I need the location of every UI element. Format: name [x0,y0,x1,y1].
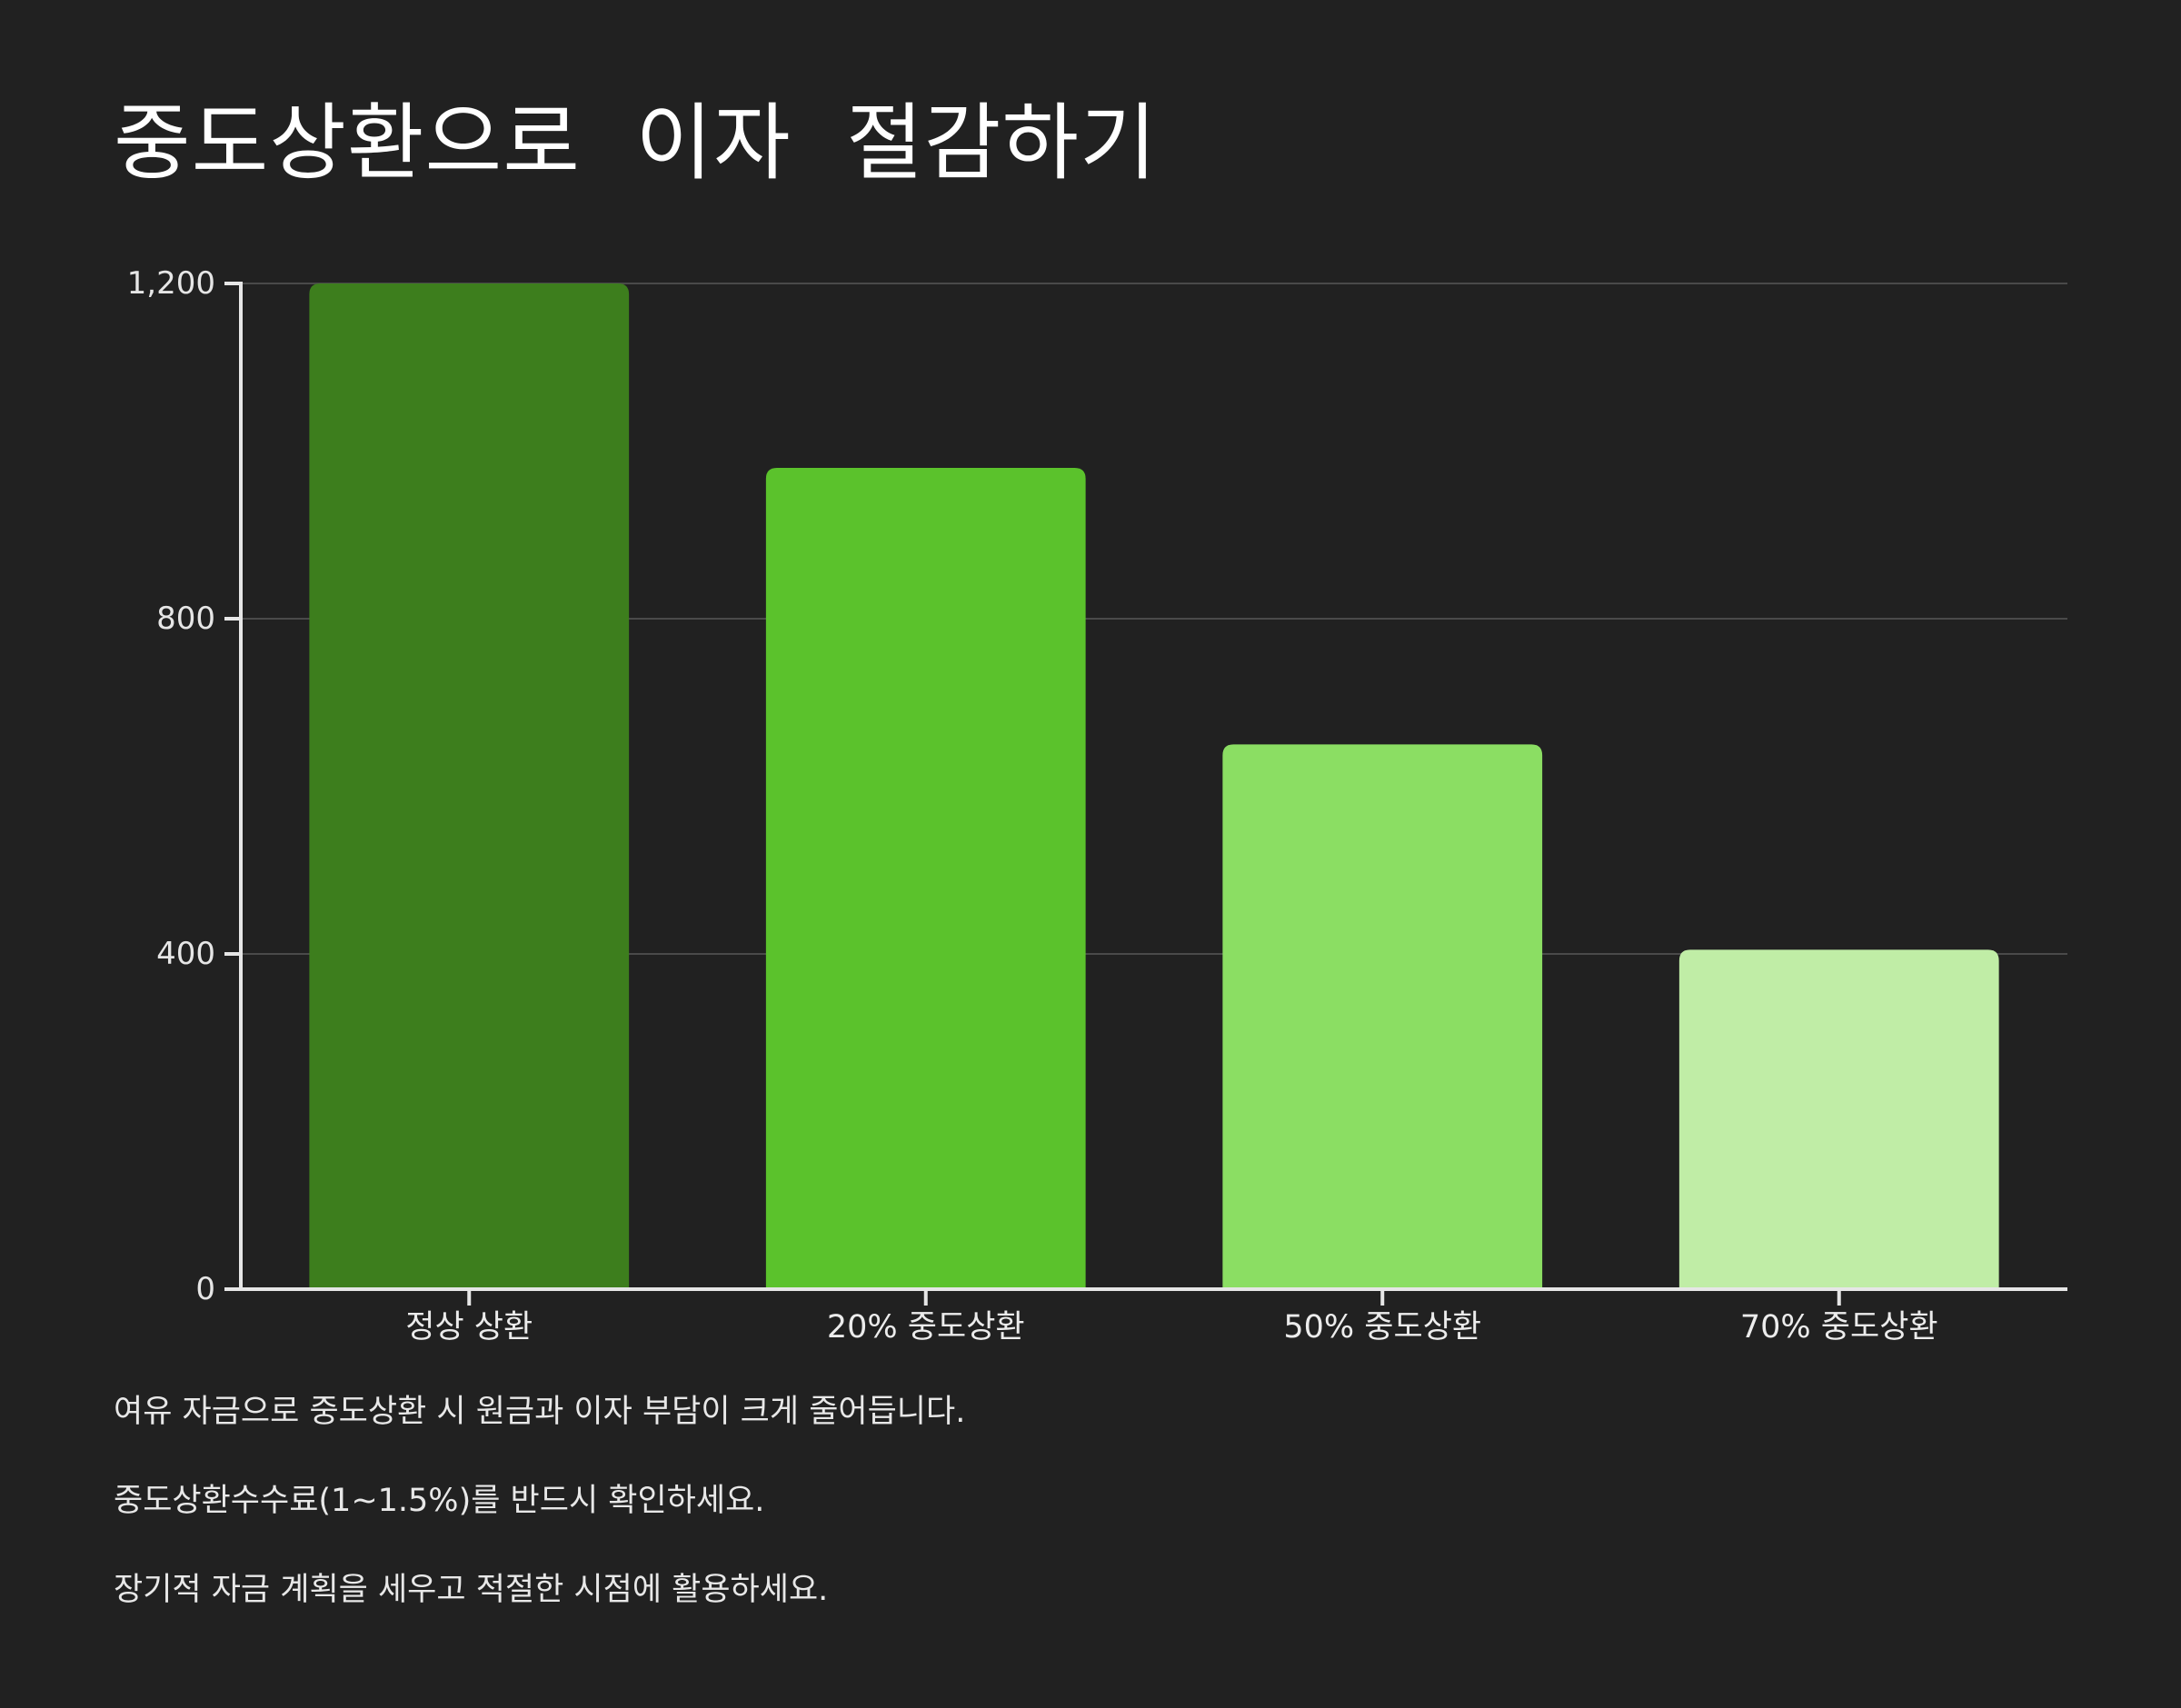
x-tick-label: 정상 상환 [405,1309,533,1346]
x-tick-label: 50% 중도상환 [1283,1309,1481,1346]
axes [239,282,2067,1291]
y-tick-label: 400 [156,936,215,972]
y-tick-label: 800 [156,601,215,637]
x-axis-ticks: 정상 상환 20% 중도상환 50% 중도상환 70% 중도상환 [405,1289,1938,1346]
bar-3 [1222,744,1543,1289]
x-tick-label: 20% 중도상환 [827,1309,1025,1346]
chart-title: 중도상환으로 이자 절감하기 [114,94,1158,192]
y-tick-label: 1,200 [127,265,215,302]
bars [309,283,1999,1289]
y-axis-ticks: 0 400 800 1,200 [127,265,241,1307]
bar-4 [1678,949,1999,1289]
note-3: 장기적 자금 계획을 세우고 적절한 시점에 활용하세요. [114,1572,829,1608]
note-2: 중도상환수수료(1~1.5%)를 반드시 확인하세요. [114,1483,765,1519]
x-tick-label: 70% 중도상환 [1740,1309,1938,1346]
notes: 여유 자금으로 중도상환 시 원금과 이자 부담이 크게 줄어듭니다. 중도상환… [114,1390,965,1657]
y-tick-label: 0 [195,1271,215,1307]
bar-1 [309,283,630,1289]
bar-2 [765,467,1086,1289]
note-1: 여유 자금으로 중도상환 시 원금과 이자 부담이 크게 줄어듭니다. [114,1394,966,1430]
